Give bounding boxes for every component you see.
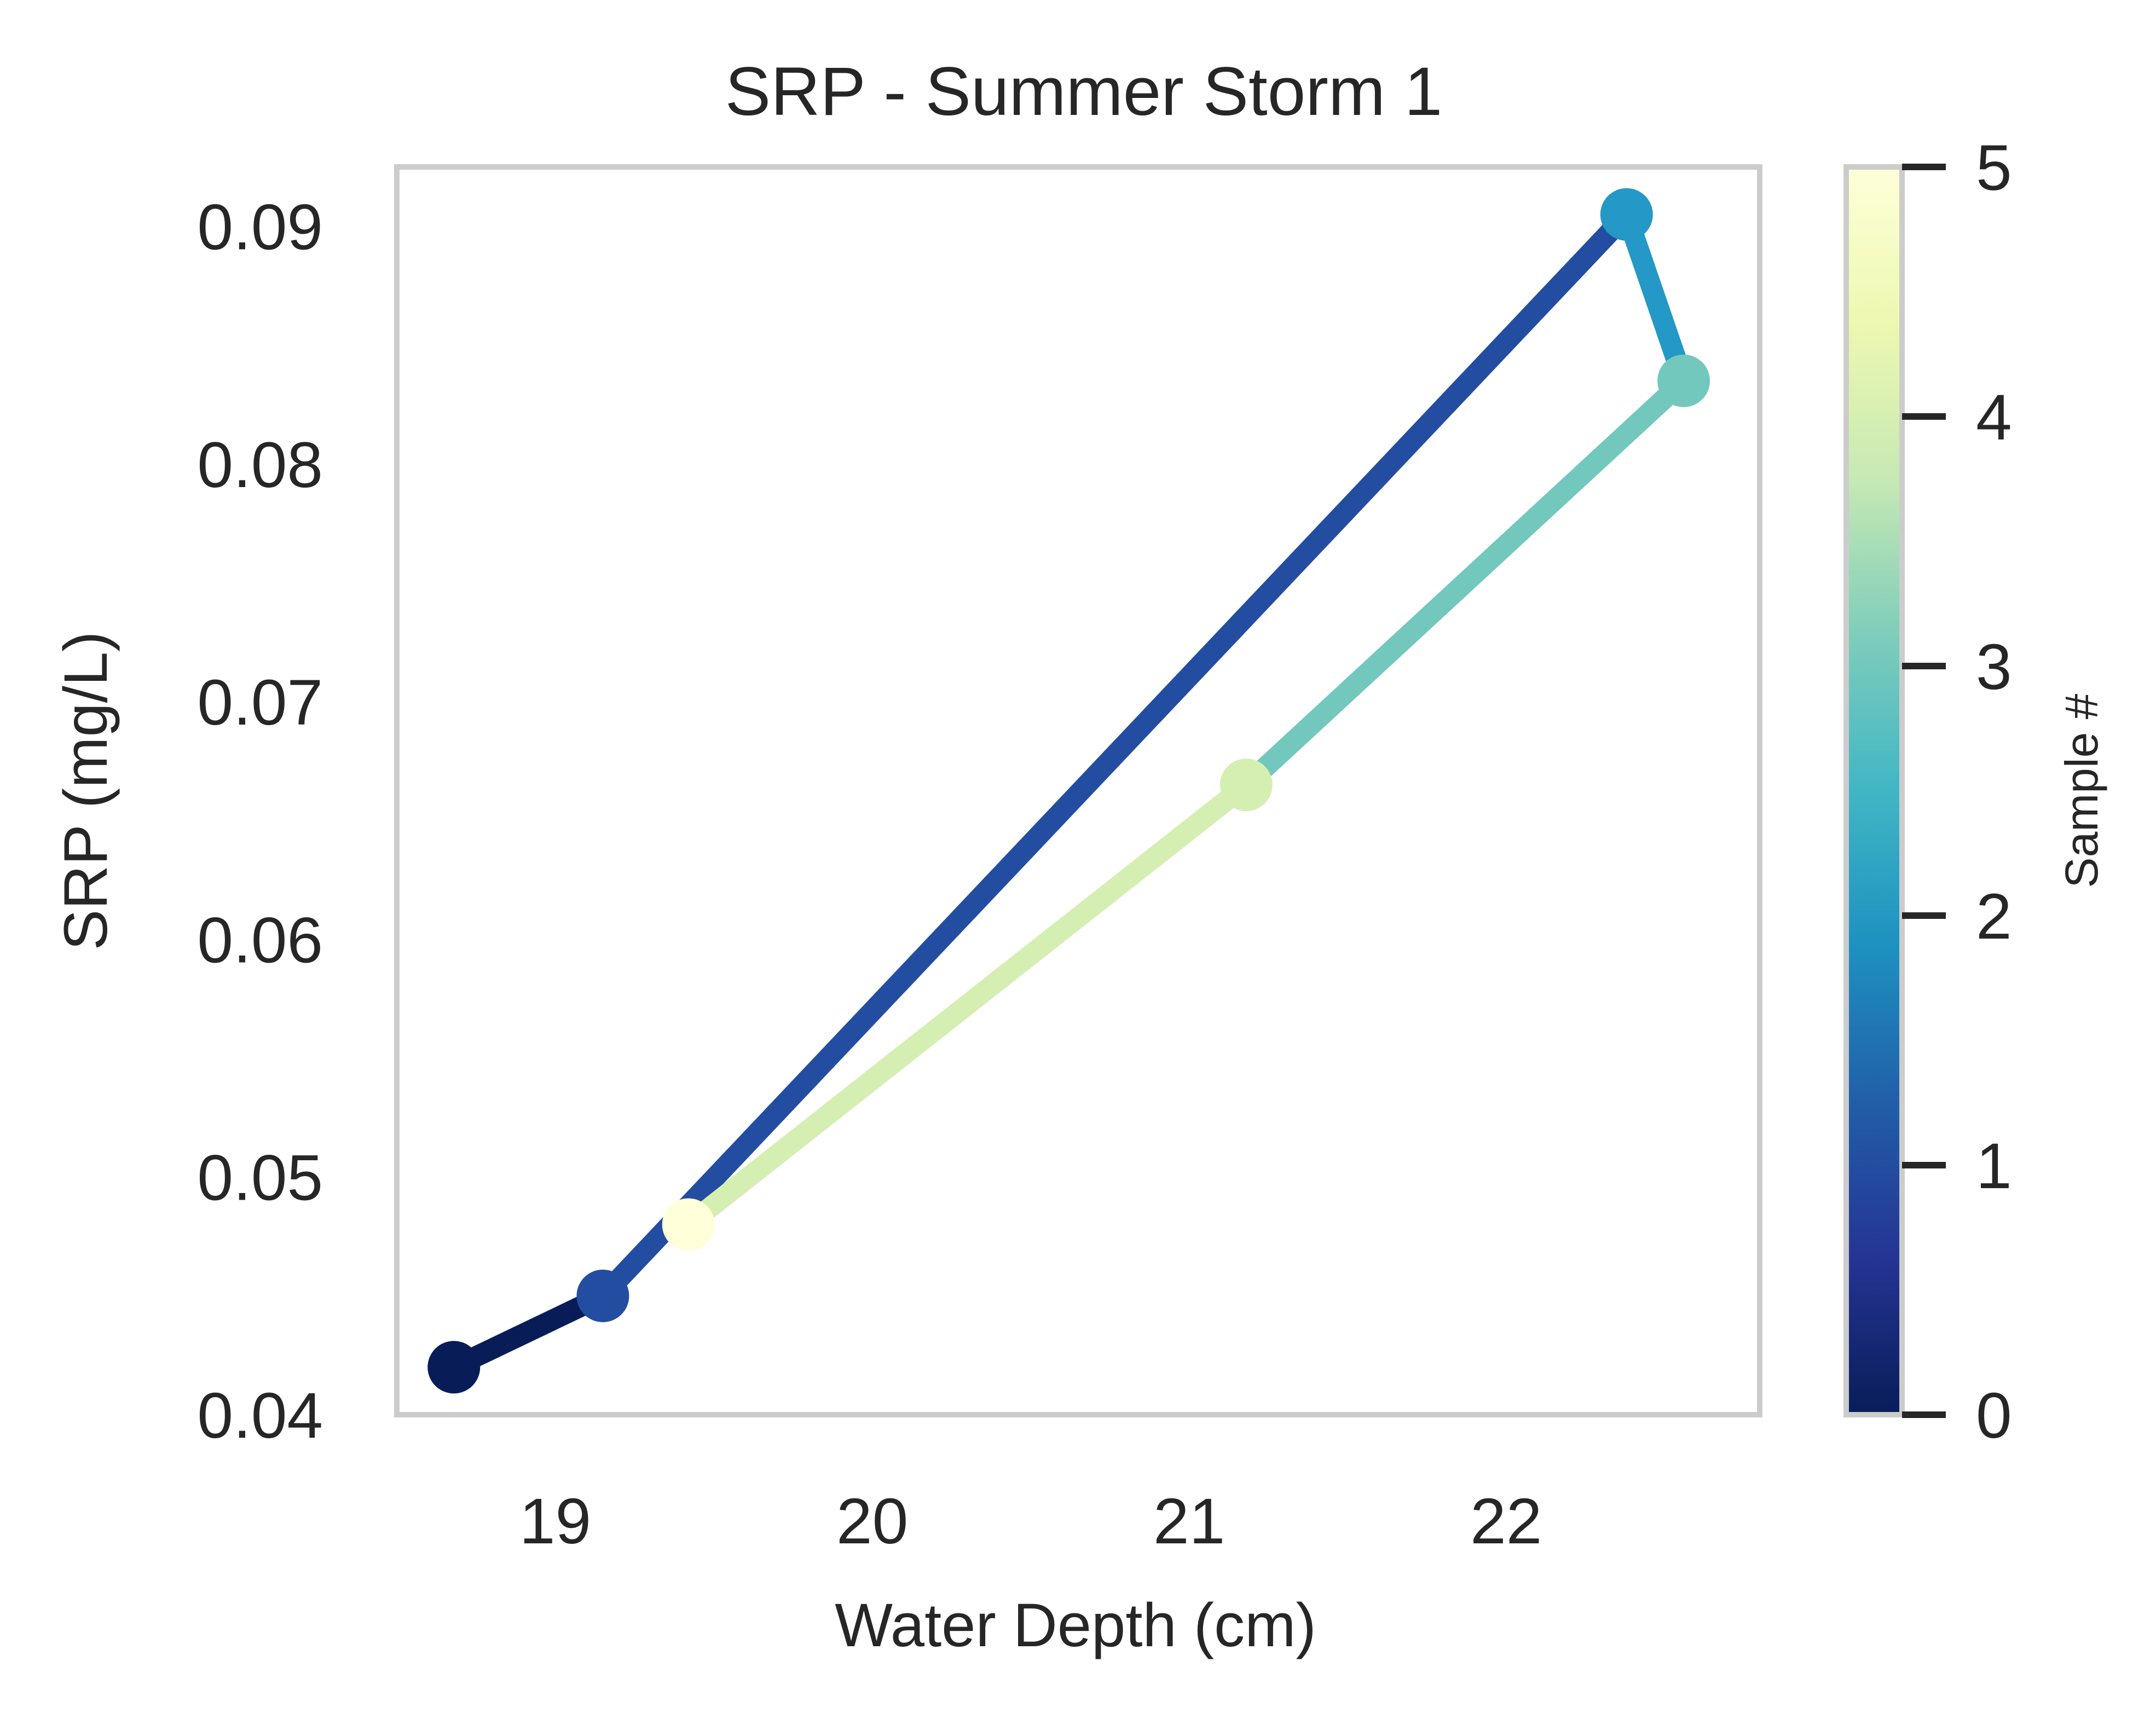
x-tick-label: 21 (1153, 1485, 1225, 1558)
y-tick-label: 0.04 (197, 1380, 323, 1452)
y-tick-label: 0.07 (197, 667, 323, 739)
colorbar-tick-label: 1 (1976, 1130, 2012, 1202)
colorbar-ticks: 0 1 2 3 4 5 (1902, 132, 2012, 1452)
colorbar-tick-label: 3 (1976, 631, 2012, 703)
y-tick-labels: 0.04 0.05 0.06 0.07 0.08 0.09 (197, 192, 323, 1452)
y-tick-label: 0.06 (197, 904, 323, 976)
data-points (427, 188, 1710, 1394)
data-point-3 (1657, 354, 1710, 407)
colorbar-frame (1843, 164, 1905, 1417)
data-point-4 (1219, 759, 1273, 812)
colorbar-tick-label: 4 (1976, 381, 2012, 454)
y-tick-label: 0.09 (197, 192, 323, 264)
line-segment-4-5 (681, 777, 1253, 1233)
colorbar-gradient (1846, 167, 1902, 1415)
colorbar-label: Sample # (2056, 693, 2107, 888)
chart-title: SRP - Summer Storm 1 (725, 54, 1443, 130)
data-point-0 (427, 1341, 481, 1394)
x-tick-labels: 19 20 21 22 (519, 1485, 1542, 1558)
x-tick-label: 22 (1470, 1485, 1542, 1558)
line-segment-1-2 (595, 207, 1634, 1303)
data-point-5 (662, 1198, 715, 1251)
x-axis-label: Water Depth (cm) (835, 1591, 1316, 1659)
line-segment-0-1 (449, 1286, 608, 1377)
data-point-1 (576, 1269, 629, 1322)
line-segment-3-4 (1239, 373, 1691, 793)
y-tick-label: 0.08 (197, 429, 323, 501)
colorbar-tick-label: 0 (1976, 1380, 2012, 1452)
colorbar-tick-label: 5 (1976, 132, 2012, 204)
x-tick-label: 19 (519, 1485, 591, 1558)
x-tick-label: 20 (836, 1485, 908, 1558)
data-point-2 (1600, 188, 1653, 241)
colorbar: 0 1 2 3 4 5 Sample # (1843, 132, 2107, 1452)
colorbar-tick-label: 2 (1976, 881, 2012, 953)
y-tick-label: 0.05 (197, 1142, 323, 1214)
line-segments (449, 207, 1693, 1377)
line-segment-2-3 (1616, 211, 1693, 385)
y-axis-label: SRP (mg/L) (51, 632, 120, 951)
